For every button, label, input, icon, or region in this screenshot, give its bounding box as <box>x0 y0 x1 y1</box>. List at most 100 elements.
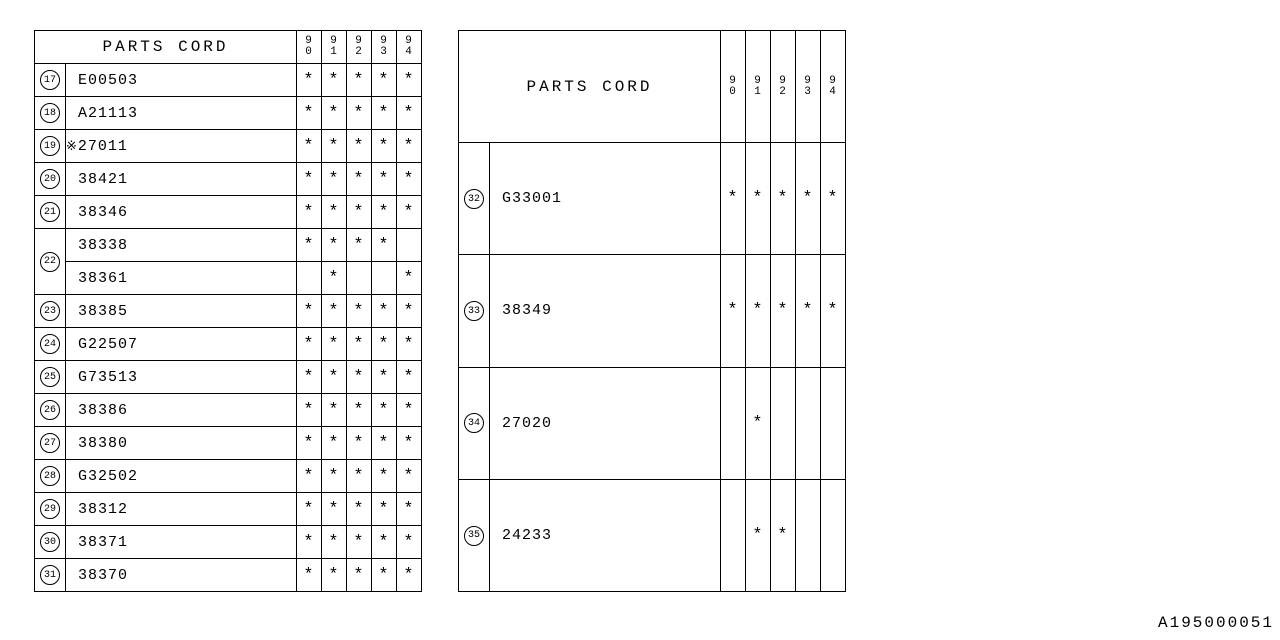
ref-cell: 24 <box>35 328 66 361</box>
mark-cell: * <box>297 460 322 493</box>
ref-number: 19 <box>40 136 60 156</box>
part-code: 38346 <box>66 196 297 229</box>
year-header: 93 <box>372 31 397 64</box>
mark-cell: * <box>771 143 796 255</box>
mark-cell <box>721 479 746 591</box>
mark-cell: * <box>771 479 796 591</box>
mark-cell: * <box>322 328 347 361</box>
parts-table-right: PARTS CORD909192939432G33001*****3338349… <box>458 30 846 592</box>
table-row: 38361** <box>35 262 422 295</box>
mark-cell: * <box>372 328 397 361</box>
table-row: 32G33001***** <box>459 143 846 255</box>
part-code: 38385 <box>66 295 297 328</box>
ref-cell: 30 <box>35 526 66 559</box>
mark-cell: * <box>397 262 422 295</box>
mark-cell: * <box>397 130 422 163</box>
ref-number: 25 <box>40 367 60 387</box>
ref-number: 29 <box>40 499 60 519</box>
part-code: G73513 <box>66 361 297 394</box>
mark-cell: * <box>347 328 372 361</box>
mark-cell: * <box>297 295 322 328</box>
mark-cell: * <box>347 526 372 559</box>
ref-number: 21 <box>40 202 60 222</box>
mark-cell: * <box>372 64 397 97</box>
header-label: PARTS CORD <box>35 31 297 64</box>
ref-cell: 22 <box>35 229 66 295</box>
mark-cell: * <box>297 559 322 592</box>
mark-cell <box>796 479 821 591</box>
ref-cell: 31 <box>35 559 66 592</box>
mark-cell: * <box>347 559 372 592</box>
mark-cell: * <box>397 64 422 97</box>
mark-cell: * <box>746 367 771 479</box>
ref-number: 24 <box>40 334 60 354</box>
table-row: 24G22507***** <box>35 328 422 361</box>
mark-cell: * <box>372 163 397 196</box>
mark-cell: * <box>397 559 422 592</box>
year-header: 91 <box>322 31 347 64</box>
ref-number: 31 <box>40 565 60 585</box>
ref-number: 23 <box>40 301 60 321</box>
mark-cell: * <box>347 229 372 262</box>
mark-cell: * <box>322 262 347 295</box>
mark-cell: * <box>322 64 347 97</box>
mark-cell: * <box>322 493 347 526</box>
ref-cell: 17 <box>35 64 66 97</box>
mark-cell: * <box>322 394 347 427</box>
mark-cell: * <box>372 427 397 460</box>
table-row: 3138370***** <box>35 559 422 592</box>
mark-cell: * <box>347 394 372 427</box>
mark-cell: * <box>397 460 422 493</box>
table-row: 3338349***** <box>459 255 846 367</box>
table-row: 18A21113***** <box>35 97 422 130</box>
mark-cell <box>397 229 422 262</box>
mark-cell: * <box>821 143 846 255</box>
parts-table-left: PARTS CORD909192939417E00503*****18A2111… <box>34 30 422 592</box>
mark-cell: * <box>297 64 322 97</box>
mark-cell: * <box>397 295 422 328</box>
ref-number: 35 <box>464 526 484 546</box>
ref-number: 22 <box>40 252 60 272</box>
ref-number: 30 <box>40 532 60 552</box>
mark-cell <box>721 367 746 479</box>
mark-cell: * <box>397 328 422 361</box>
part-code: 38371 <box>66 526 297 559</box>
table-row: 2638386***** <box>35 394 422 427</box>
mark-cell: * <box>322 361 347 394</box>
part-code: 38386 <box>66 394 297 427</box>
ref-number: 20 <box>40 169 60 189</box>
mark-cell: * <box>746 143 771 255</box>
mark-cell: * <box>796 143 821 255</box>
part-code: G22507 <box>66 328 297 361</box>
ref-cell: 21 <box>35 196 66 229</box>
ref-cell: 19 <box>35 130 66 163</box>
mark-cell: * <box>297 394 322 427</box>
mark-cell <box>771 367 796 479</box>
mark-cell: * <box>347 493 372 526</box>
mark-cell: * <box>297 163 322 196</box>
part-code: 38421 <box>66 163 297 196</box>
mark-cell: * <box>796 255 821 367</box>
table-row: 2338385***** <box>35 295 422 328</box>
mark-cell: * <box>297 196 322 229</box>
year-header: 92 <box>347 31 372 64</box>
part-code: 38338 <box>66 229 297 262</box>
mark-cell: * <box>322 163 347 196</box>
ref-cell: 20 <box>35 163 66 196</box>
ref-cell: 29 <box>35 493 66 526</box>
ref-number: 27 <box>40 433 60 453</box>
table-row: 2938312***** <box>35 493 422 526</box>
table-row: 3427020* <box>459 367 846 479</box>
mark-cell: * <box>347 427 372 460</box>
mark-cell: * <box>372 526 397 559</box>
mark-cell: * <box>372 295 397 328</box>
table-row: 17E00503***** <box>35 64 422 97</box>
mark-cell: * <box>721 255 746 367</box>
mark-cell: * <box>397 361 422 394</box>
mark-cell: * <box>297 427 322 460</box>
table-row: 2238338**** <box>35 229 422 262</box>
year-header: 91 <box>746 31 771 143</box>
year-header: 90 <box>721 31 746 143</box>
mark-cell <box>297 262 322 295</box>
year-header: 94 <box>397 31 422 64</box>
